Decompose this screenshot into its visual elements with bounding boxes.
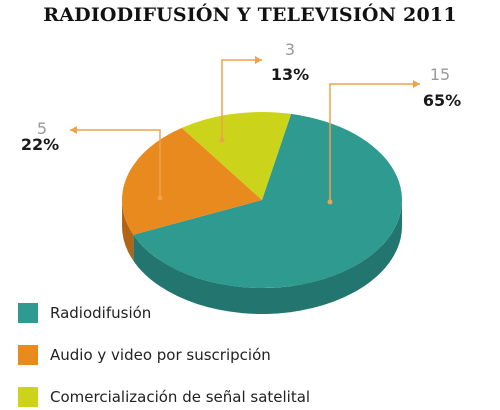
legend-item-audio-video: Audio y video por suscripción — [18, 345, 271, 365]
callout-dot — [157, 195, 163, 201]
slice-count-label: 5 — [37, 119, 47, 138]
chart-title: RADIODIFUSIÓN Y TELEVISIÓN 2011 — [43, 4, 457, 26]
legend-item-radiodifusion: Radiodifusión — [18, 303, 151, 323]
pie-slice — [121, 127, 262, 235]
pie-side-wall — [122, 200, 134, 261]
callout-dot — [327, 199, 333, 205]
legend-label: Audio y video por suscripción — [50, 346, 271, 364]
callout-line — [70, 129, 161, 198]
slice-percent-label: 22% — [21, 135, 59, 154]
slice-percent-label: 13% — [271, 65, 309, 84]
slice-count-label: 15 — [430, 65, 450, 84]
callout-arrowhead — [70, 126, 77, 134]
slice-percent-label: 65% — [423, 91, 461, 110]
callout-arrowhead — [413, 80, 420, 88]
legend-item-satelital: Comercialización de señal satelital — [18, 387, 310, 407]
legend-swatch — [18, 345, 38, 365]
pie-slice — [181, 112, 292, 200]
callout-line — [329, 83, 420, 202]
slice-count-label: 3 — [285, 40, 295, 59]
legend-swatch — [18, 387, 38, 407]
legend-label: Radiodifusión — [50, 304, 152, 322]
callout-dot — [219, 137, 225, 143]
pie-slice — [133, 113, 403, 289]
callout-line — [221, 59, 262, 140]
pie-side-wall — [133, 200, 402, 314]
legend-label: Comercialización de señal satelital — [50, 388, 311, 406]
callout-arrowhead — [255, 56, 262, 64]
legend-swatch — [18, 303, 38, 323]
